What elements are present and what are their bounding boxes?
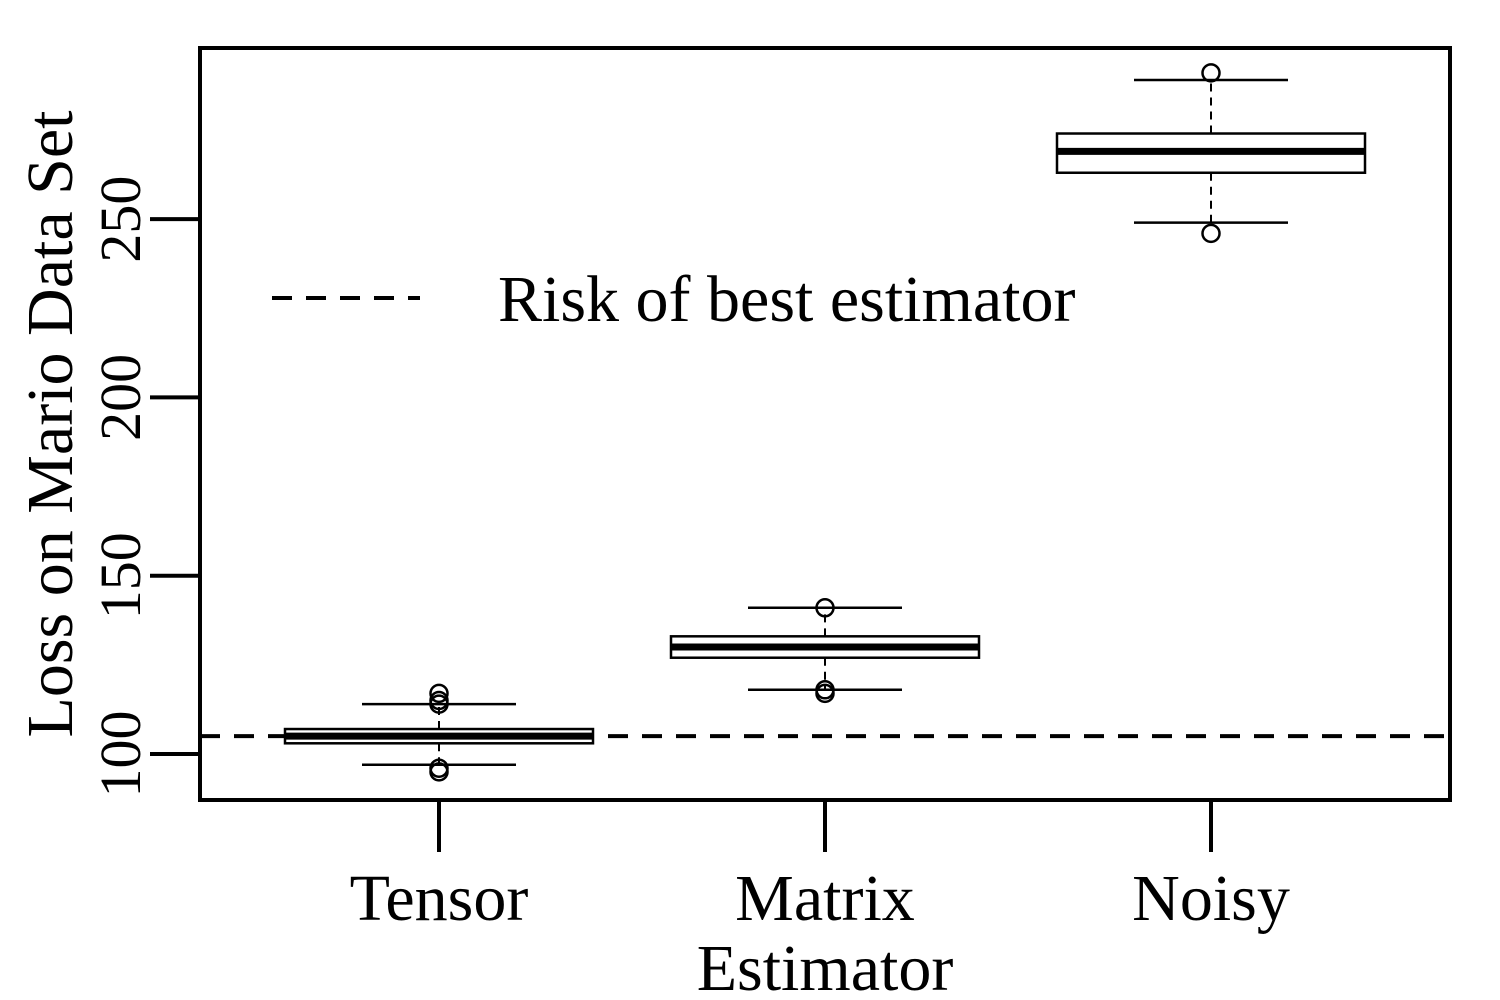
box-noisy [1055, 63, 1367, 244]
box-tensor [283, 683, 595, 782]
x-tick-label: Tensor [350, 862, 529, 935]
x-tick-label: Noisy [1132, 862, 1290, 935]
y-tick-label: 100 [88, 711, 153, 798]
outlier-point [1201, 63, 1221, 83]
outlier-point [815, 598, 835, 618]
y-axis-title: Loss on Mario Data Set [14, 111, 87, 738]
y-axis: 100 150 200 250 [88, 176, 200, 798]
y-tick-label: 200 [88, 354, 153, 441]
outlier-point [429, 758, 449, 779]
outlier-point [429, 683, 449, 704]
x-tick-label: Matrix [735, 862, 915, 935]
outlier-point [429, 690, 449, 711]
outlier-point [1201, 223, 1221, 244]
outlier-point [815, 680, 835, 700]
y-tick-label: 150 [88, 532, 153, 619]
x-axis-title: Estimator [697, 932, 954, 1000]
legend: Risk of best estimator [272, 263, 1075, 336]
box-matrix [669, 598, 981, 704]
x-axis: Tensor Matrix Noisy [350, 800, 1290, 935]
y-tick-label: 250 [88, 176, 153, 263]
plot-marks [200, 63, 1450, 782]
legend-label: Risk of best estimator [498, 263, 1075, 336]
